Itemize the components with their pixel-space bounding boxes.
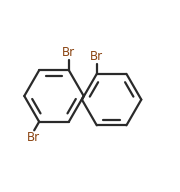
Text: Br: Br [27, 131, 40, 144]
Text: Br: Br [62, 46, 75, 60]
Text: Br: Br [90, 50, 103, 63]
